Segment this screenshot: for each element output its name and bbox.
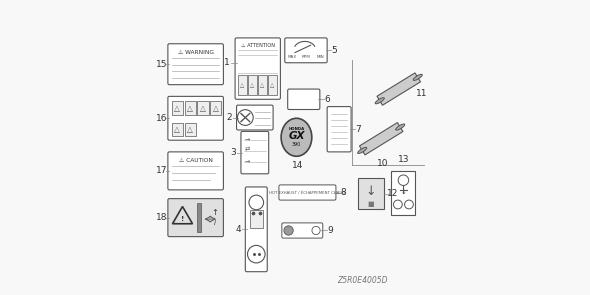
Text: 6: 6	[324, 95, 330, 104]
Text: 13: 13	[398, 155, 409, 164]
FancyBboxPatch shape	[288, 89, 320, 109]
Text: ⚠ ATTENTION: ⚠ ATTENTION	[241, 43, 275, 48]
Text: 15: 15	[156, 60, 168, 69]
Text: 390: 390	[292, 142, 301, 147]
Text: MIN: MIN	[317, 55, 325, 59]
Text: △: △	[200, 104, 206, 113]
Bar	[391, 171, 415, 215]
Text: →: →	[245, 136, 250, 141]
Circle shape	[284, 226, 293, 235]
Text: 14: 14	[292, 160, 304, 170]
Bar	[172, 101, 183, 115]
Bar	[197, 203, 201, 232]
Text: △: △	[174, 104, 180, 113]
Ellipse shape	[281, 118, 312, 156]
Text: 17: 17	[156, 166, 168, 176]
Text: ⇄: ⇄	[245, 147, 250, 152]
Bar	[268, 75, 277, 95]
Text: △: △	[240, 83, 244, 87]
FancyBboxPatch shape	[168, 152, 224, 190]
Text: △: △	[187, 104, 193, 113]
Text: 9: 9	[327, 226, 333, 235]
FancyBboxPatch shape	[168, 96, 224, 140]
Text: 12: 12	[387, 189, 399, 198]
Text: ↓: ↓	[366, 185, 376, 198]
Bar	[198, 101, 208, 115]
FancyBboxPatch shape	[168, 199, 224, 237]
Bar	[185, 123, 196, 136]
Bar	[172, 123, 183, 136]
Text: 1: 1	[224, 58, 230, 67]
Bar	[248, 75, 257, 95]
Polygon shape	[359, 122, 403, 155]
FancyBboxPatch shape	[279, 185, 336, 200]
FancyBboxPatch shape	[241, 132, 268, 174]
FancyBboxPatch shape	[282, 223, 323, 238]
Text: ↓: ↓	[401, 189, 407, 195]
Text: HOT EXHAUST / ÉCHAPPEMENT CHAUD: HOT EXHAUST / ÉCHAPPEMENT CHAUD	[269, 191, 346, 194]
Text: !: !	[181, 216, 184, 222]
Text: RPM: RPM	[301, 55, 310, 59]
Bar	[358, 178, 384, 209]
Bar	[258, 75, 267, 95]
FancyBboxPatch shape	[285, 38, 327, 63]
Text: 2: 2	[227, 113, 232, 122]
Polygon shape	[377, 73, 421, 105]
Ellipse shape	[396, 124, 405, 130]
Text: 7: 7	[356, 125, 361, 134]
Text: i: i	[214, 220, 215, 226]
FancyBboxPatch shape	[327, 106, 351, 152]
Text: GX: GX	[288, 131, 304, 141]
Text: 16: 16	[156, 114, 168, 123]
Text: △: △	[260, 83, 264, 87]
FancyBboxPatch shape	[235, 38, 280, 99]
Text: 3: 3	[231, 148, 237, 157]
Text: 8: 8	[340, 188, 346, 197]
Ellipse shape	[413, 74, 422, 81]
Text: △: △	[270, 83, 274, 87]
Bar	[250, 210, 263, 228]
Text: ■: ■	[368, 201, 374, 207]
FancyBboxPatch shape	[168, 44, 224, 85]
Text: △: △	[187, 125, 193, 134]
Bar	[210, 101, 221, 115]
Ellipse shape	[375, 98, 384, 104]
Text: HONDA: HONDA	[289, 127, 304, 130]
Text: 11: 11	[417, 89, 428, 98]
Text: △: △	[174, 125, 180, 134]
Text: ↑: ↑	[211, 208, 218, 217]
Text: 4: 4	[235, 225, 241, 234]
Text: △: △	[213, 104, 219, 113]
Text: △: △	[250, 83, 254, 87]
Text: ⚠ WARNING: ⚠ WARNING	[178, 50, 214, 55]
Text: 10: 10	[377, 159, 388, 168]
Bar	[238, 75, 247, 95]
FancyBboxPatch shape	[237, 105, 273, 130]
Bar	[185, 101, 196, 115]
FancyBboxPatch shape	[245, 187, 267, 272]
Text: MAX: MAX	[287, 55, 297, 59]
Text: 18: 18	[156, 213, 168, 222]
Text: Z5R0E4005D: Z5R0E4005D	[337, 276, 388, 285]
Ellipse shape	[358, 148, 367, 153]
Text: →: →	[245, 158, 250, 163]
Text: ⚠ CAUTION: ⚠ CAUTION	[179, 158, 212, 163]
Text: 5: 5	[332, 46, 337, 55]
